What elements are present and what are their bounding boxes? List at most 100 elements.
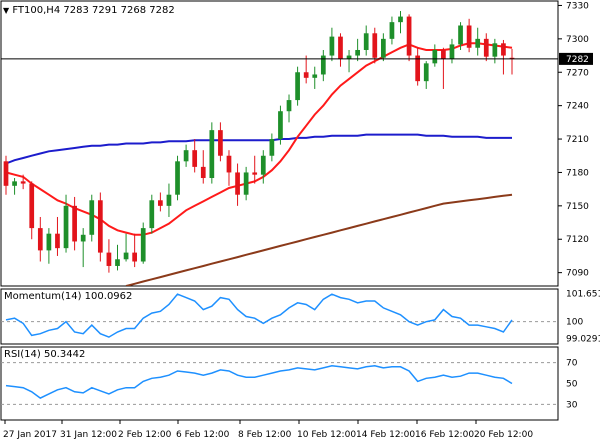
rsi-label: RSI(14) 50.3442 xyxy=(4,349,86,360)
time-tick-label: 8 Feb 12:00 xyxy=(238,430,292,440)
candle-body xyxy=(509,57,515,59)
candle-body xyxy=(55,233,60,249)
candle-body xyxy=(175,161,180,195)
candle-body xyxy=(226,155,232,173)
candle-body xyxy=(218,130,223,156)
candle-body xyxy=(441,49,446,59)
momentum-line xyxy=(5,293,513,338)
chart-symbol: FT100,H4 xyxy=(12,5,61,16)
time-tick-label: 6 Feb 12:00 xyxy=(176,430,230,440)
price-series-group xyxy=(3,11,515,286)
momentum-label: Momentum(14) 100.0962 xyxy=(4,291,133,302)
candle-body xyxy=(355,49,360,56)
price-tick-label: 7210 xyxy=(566,135,589,145)
candle-body xyxy=(29,183,35,229)
candle-body xyxy=(501,43,506,56)
triangle-down-icon[interactable]: ▼ xyxy=(3,6,10,15)
candle-body xyxy=(475,38,481,48)
candle-body xyxy=(338,36,343,59)
candle-body xyxy=(278,111,283,140)
candle-body xyxy=(466,25,472,48)
candle-body xyxy=(192,150,198,167)
candle-body xyxy=(20,181,26,184)
candle-body xyxy=(483,38,489,57)
candle-body xyxy=(432,49,438,64)
candle-body xyxy=(140,228,146,262)
candle-body xyxy=(37,228,43,251)
time-tick-label: 31 Jan 12:00 xyxy=(60,430,117,440)
rsi-tick-label: 50 xyxy=(566,380,578,390)
candle-body xyxy=(303,72,309,78)
candle-body xyxy=(158,200,163,206)
price-tick-label: 7330 xyxy=(566,1,589,11)
price-tick-label: 7300 xyxy=(566,35,589,45)
candle-body xyxy=(398,16,403,23)
candle-body xyxy=(389,22,395,39)
time-tick-label: 14 Feb 12:00 xyxy=(356,430,415,440)
candle-body xyxy=(492,43,498,57)
price-tick-label: 7150 xyxy=(566,202,589,212)
chart-title: ▼ FT100,H4 7283 7291 7268 7282 xyxy=(3,5,175,16)
candle-body xyxy=(286,100,292,112)
candle-body xyxy=(123,252,129,260)
price-tick-label: 7090 xyxy=(566,269,589,279)
candle-body xyxy=(320,55,326,75)
candle-body xyxy=(380,38,386,58)
candle-body xyxy=(97,200,103,253)
time-tick-label: 20 Feb 12:00 xyxy=(474,430,533,440)
rsi-tick-label: 70 xyxy=(566,359,578,369)
time-tick-label: 10 Feb 12:00 xyxy=(297,430,356,440)
candle-body xyxy=(312,74,318,78)
candle-body xyxy=(166,194,172,206)
momentum-tick-label: 101.6512 xyxy=(566,289,600,299)
candle-body xyxy=(106,252,112,266)
candle-body xyxy=(80,234,86,242)
candle-body xyxy=(329,36,335,56)
ma-slow-line xyxy=(125,193,513,286)
rsi-line xyxy=(5,365,513,399)
time-tick-label: 16 Feb 12:00 xyxy=(415,430,474,440)
candle-body xyxy=(183,150,189,162)
rsi-tick-label: 30 xyxy=(566,400,578,410)
ma-mid-line xyxy=(5,133,512,165)
time-tick-label: 2 Feb 12:00 xyxy=(118,430,172,440)
price-tick-label: 7120 xyxy=(566,235,589,245)
candle-body xyxy=(3,161,9,186)
candle-body xyxy=(235,172,240,195)
price-tick-label: 7270 xyxy=(566,68,589,78)
candle-body xyxy=(252,172,258,175)
candle-body xyxy=(12,181,17,186)
rsi-panel-frame xyxy=(0,346,559,421)
candle-body xyxy=(363,33,369,50)
candle-body xyxy=(115,259,120,266)
price-tick-label: 7240 xyxy=(566,102,589,112)
candle-body xyxy=(295,72,300,101)
current-price-label: 7282 xyxy=(566,55,589,65)
candle-body xyxy=(423,63,429,82)
candle-body xyxy=(406,16,412,56)
time-tick-label: 27 Jan 2017 xyxy=(3,430,57,440)
price-tick-label: 7180 xyxy=(566,168,589,178)
candle-body xyxy=(63,205,69,249)
candle-body xyxy=(89,200,95,235)
candle-body xyxy=(415,55,421,82)
chart-ohlc: 7283 7291 7268 7282 xyxy=(63,5,175,16)
momentum-panel-frame xyxy=(0,288,559,345)
current-price-tag xyxy=(559,52,593,65)
candle-body xyxy=(46,233,52,251)
candle-body xyxy=(243,172,249,195)
candle-body xyxy=(449,44,455,59)
candle-body xyxy=(458,25,463,45)
price-panel-frame xyxy=(0,0,559,287)
candle-body xyxy=(209,130,215,179)
candle-body xyxy=(346,55,352,59)
candle-body xyxy=(269,139,275,156)
candle-body xyxy=(132,252,138,262)
candle-body xyxy=(260,155,266,175)
candle-body xyxy=(149,200,155,229)
candle-body xyxy=(372,33,378,58)
candle-body xyxy=(72,205,77,242)
momentum-tick-label: 100 xyxy=(566,318,583,328)
